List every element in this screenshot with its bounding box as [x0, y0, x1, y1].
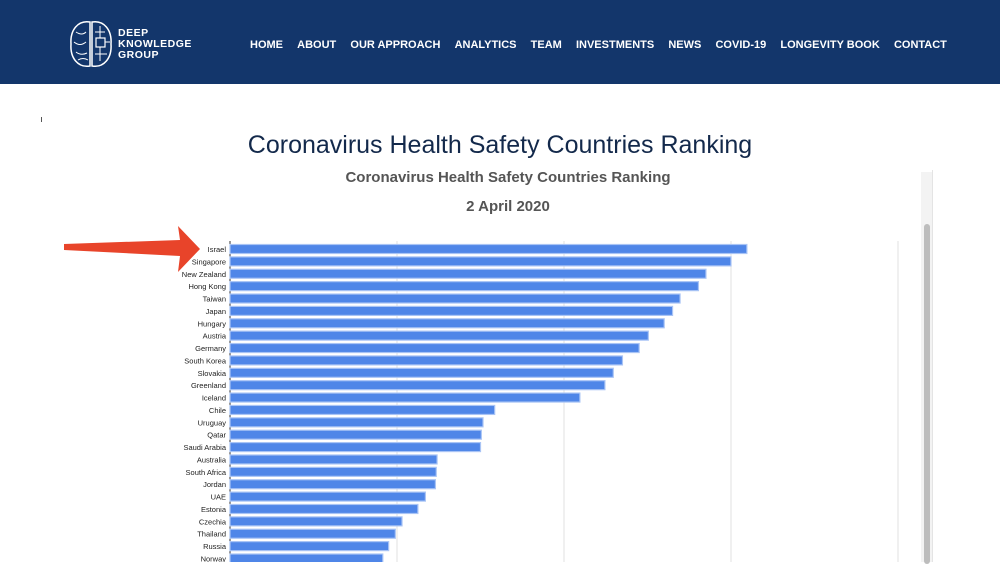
- category-label: Norway: [201, 555, 227, 563]
- bar: [229, 466, 437, 477]
- bar: [229, 268, 707, 279]
- bar: [229, 305, 674, 316]
- bar: [229, 491, 426, 502]
- chart-subtitle: 2 April 2020: [466, 198, 550, 215]
- category-label: Hong Kong: [188, 282, 226, 291]
- category-label: Saudi Arabia: [183, 443, 226, 452]
- bar: [229, 355, 624, 366]
- category-label: Uruguay: [198, 418, 227, 427]
- bar: [229, 528, 396, 539]
- scrollbar-thumb[interactable]: [924, 224, 930, 564]
- category-label: Qatar: [207, 431, 226, 440]
- bar: [229, 380, 606, 391]
- category-label: Slovakia: [198, 369, 227, 378]
- bar: [229, 503, 419, 515]
- category-label: Israel: [208, 245, 227, 254]
- category-label: Thailand: [197, 530, 226, 539]
- bar: [229, 429, 482, 440]
- category-label: South Korea: [184, 356, 227, 365]
- category-label: Jordan: [203, 480, 226, 489]
- chart-scrollbar[interactable]: [921, 172, 932, 564]
- bar: [229, 256, 732, 267]
- category-label: South Africa: [186, 468, 227, 477]
- bar: [229, 392, 581, 403]
- category-label: Hungary: [198, 319, 227, 328]
- nav-analytics[interactable]: ANALYTICS: [454, 39, 517, 51]
- main-nav: HOME ABOUT OUR APPROACH ANALYTICS TEAM I…: [250, 39, 947, 51]
- category-label: Austria: [203, 332, 227, 341]
- nav-covid-19[interactable]: COVID-19: [715, 39, 767, 51]
- logo-line: GROUP: [118, 48, 160, 61]
- nav-contact[interactable]: CONTACT: [893, 39, 947, 51]
- category-label: Czechia: [199, 517, 227, 526]
- bar: [229, 541, 390, 552]
- category-label: Greenland: [191, 381, 226, 390]
- category-label: Singapore: [192, 257, 226, 266]
- logo[interactable]: DEEP KNOWLEDGE GROUP: [68, 18, 192, 70]
- category-label: Iceland: [202, 394, 226, 403]
- bar: [229, 330, 649, 341]
- bar: [229, 417, 484, 428]
- bar: [229, 516, 403, 527]
- bar: [229, 318, 665, 329]
- category-label: Germany: [195, 344, 226, 353]
- nav-longevity-book[interactable]: LONGEVITY BOOK: [780, 39, 880, 51]
- bar: [229, 553, 384, 562]
- category-label: Australia: [197, 455, 227, 464]
- category-label: Estonia: [201, 505, 227, 514]
- category-label: Chile: [209, 406, 226, 415]
- page-title: Coronavirus Health Safety Countries Rank…: [247, 131, 753, 159]
- bar: [229, 293, 681, 304]
- logo-line: DEEP: [118, 26, 149, 39]
- bar: [229, 441, 482, 453]
- bar: [229, 243, 748, 255]
- brain-logo-icon: [70, 21, 112, 67]
- chart-title: Coronavirus Health Safety Countries Rank…: [345, 169, 671, 186]
- nav-about[interactable]: ABOUT: [297, 39, 337, 51]
- nav-our-approach[interactable]: OUR APPROACH: [350, 39, 441, 51]
- bar: [229, 404, 496, 416]
- logo-line: KNOWLEDGE: [118, 37, 192, 50]
- category-label: New Zealand: [182, 270, 226, 279]
- nav-team[interactable]: TEAM: [530, 39, 562, 51]
- site-header: DEEP KNOWLEDGE GROUP HOME ABOUT OUR APPR…: [0, 0, 1000, 84]
- nav-investments[interactable]: INVESTMENTS: [575, 39, 655, 51]
- category-label: Japan: [206, 307, 226, 316]
- bar: [229, 367, 614, 378]
- category-label: UAE: [211, 493, 226, 502]
- text-cursor-mark: [41, 117, 42, 122]
- bar: [229, 281, 700, 292]
- bar: [229, 479, 437, 490]
- nav-news[interactable]: NEWS: [668, 39, 702, 51]
- nav-home[interactable]: HOME: [250, 39, 283, 51]
- chart-frame: [150, 170, 933, 562]
- category-label: Taiwan: [203, 295, 226, 304]
- bar: [229, 342, 640, 354]
- red-arrow-icon: [64, 226, 200, 272]
- category-label: Russia: [203, 542, 227, 551]
- bar: [229, 454, 438, 465]
- logo-text: DEEP KNOWLEDGE GROUP: [118, 26, 192, 61]
